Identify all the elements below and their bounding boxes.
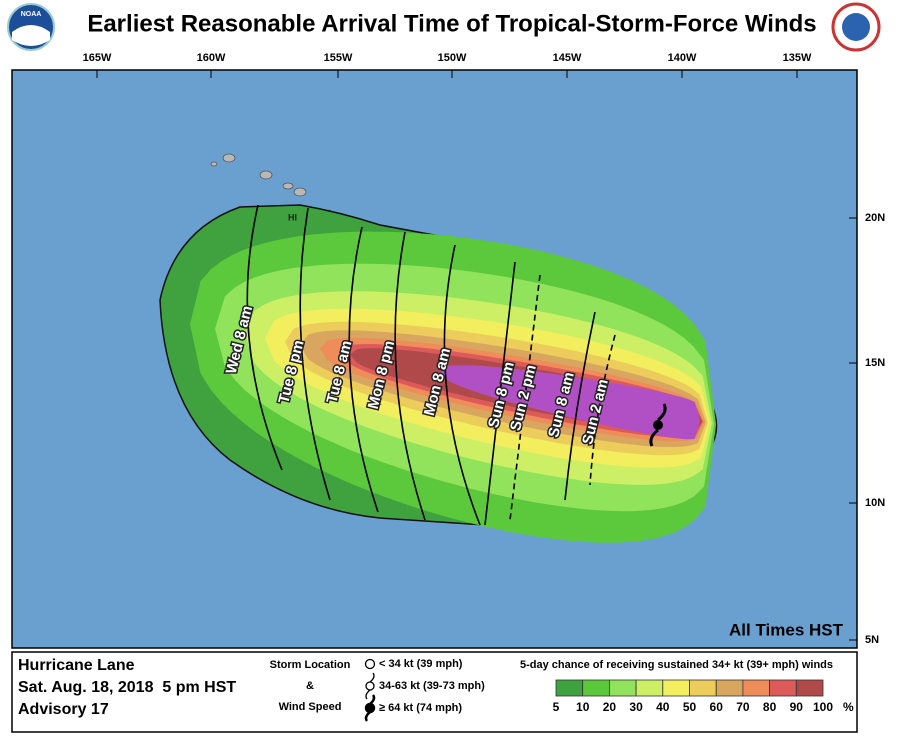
lon-label: 135W xyxy=(783,52,812,64)
lon-label: 140W xyxy=(668,52,697,64)
island xyxy=(259,170,273,180)
island-label: HI xyxy=(288,212,297,222)
scale-swatch xyxy=(582,679,610,697)
island xyxy=(222,153,236,163)
island xyxy=(210,161,218,167)
lon-label: 150W xyxy=(438,52,467,64)
symbol-title: Wind Speed xyxy=(279,701,342,713)
storm-symbol xyxy=(649,403,667,447)
symbol-label: ≥ 64 kt (74 mph) xyxy=(379,702,462,714)
scale-label: 60 xyxy=(710,700,724,714)
lon-label: 155W xyxy=(324,52,353,64)
symbol-title: Storm Location xyxy=(270,659,351,671)
scale-label: 100 xyxy=(813,700,833,714)
storm-date: Sat. Aug. 18, 2018 5 pm HST xyxy=(18,679,236,696)
title: Earliest Reasonable Arrival Time of Trop… xyxy=(87,10,816,37)
scale-swatch xyxy=(662,679,690,697)
scale-swatch xyxy=(769,679,797,697)
lon-label: 160W xyxy=(197,52,226,64)
symbol-label: < 34 kt (39 mph) xyxy=(379,658,463,670)
time-contour xyxy=(246,204,283,471)
scale-unit: % xyxy=(843,700,854,714)
island xyxy=(282,182,294,190)
scale-label: 70 xyxy=(736,700,750,714)
scale-label: 40 xyxy=(656,700,670,714)
lon-label: 145W xyxy=(553,52,582,64)
scale-label: 20 xyxy=(603,700,617,714)
nws-logo-inner xyxy=(842,13,870,41)
scale-swatch xyxy=(555,679,584,697)
lat-label: 20N xyxy=(865,212,885,224)
time-contour xyxy=(589,334,616,486)
time-contour xyxy=(564,311,596,501)
scale-label: 5 xyxy=(553,700,560,714)
time-note: All Times HST xyxy=(729,620,844,639)
swath-band xyxy=(440,365,700,440)
lon-label: 165W xyxy=(83,52,112,64)
time-contour xyxy=(348,226,379,513)
symbol-ts xyxy=(365,672,375,700)
scale-swatch xyxy=(609,679,637,697)
lat-label: 15N xyxy=(865,357,885,369)
symbol-title: & xyxy=(306,680,314,692)
scale-title: 5-day chance of receiving sustained 34+ … xyxy=(520,659,833,671)
scale-label: 50 xyxy=(683,700,697,714)
time-contour xyxy=(509,274,541,521)
scale-swatch xyxy=(715,679,744,697)
noaa-bird xyxy=(12,25,50,46)
noaa-text: NOAA xyxy=(21,11,42,18)
scale-swatch xyxy=(635,679,664,697)
scale-label: 30 xyxy=(629,700,643,714)
symbol-label: 34-63 kt (39-73 mph) xyxy=(379,680,485,692)
time-contour xyxy=(394,231,426,521)
time-contour xyxy=(299,207,331,501)
scale-label: 80 xyxy=(763,700,777,714)
symbol-low xyxy=(364,658,376,670)
scale-label: 90 xyxy=(790,700,804,714)
island xyxy=(293,187,307,197)
storm-advisory: Advisory 17 xyxy=(18,701,109,718)
scale-swatch xyxy=(689,679,717,697)
lat-label: 10N xyxy=(865,497,885,509)
symbol-hurricane xyxy=(364,694,376,722)
time-contour xyxy=(484,261,516,526)
scale-label: 10 xyxy=(576,700,590,714)
scale-swatch xyxy=(742,679,771,697)
storm-name: Hurricane Lane xyxy=(18,657,135,674)
scale-swatch xyxy=(795,679,824,697)
time-contour xyxy=(443,244,481,526)
lat-label: 5N xyxy=(865,634,879,646)
